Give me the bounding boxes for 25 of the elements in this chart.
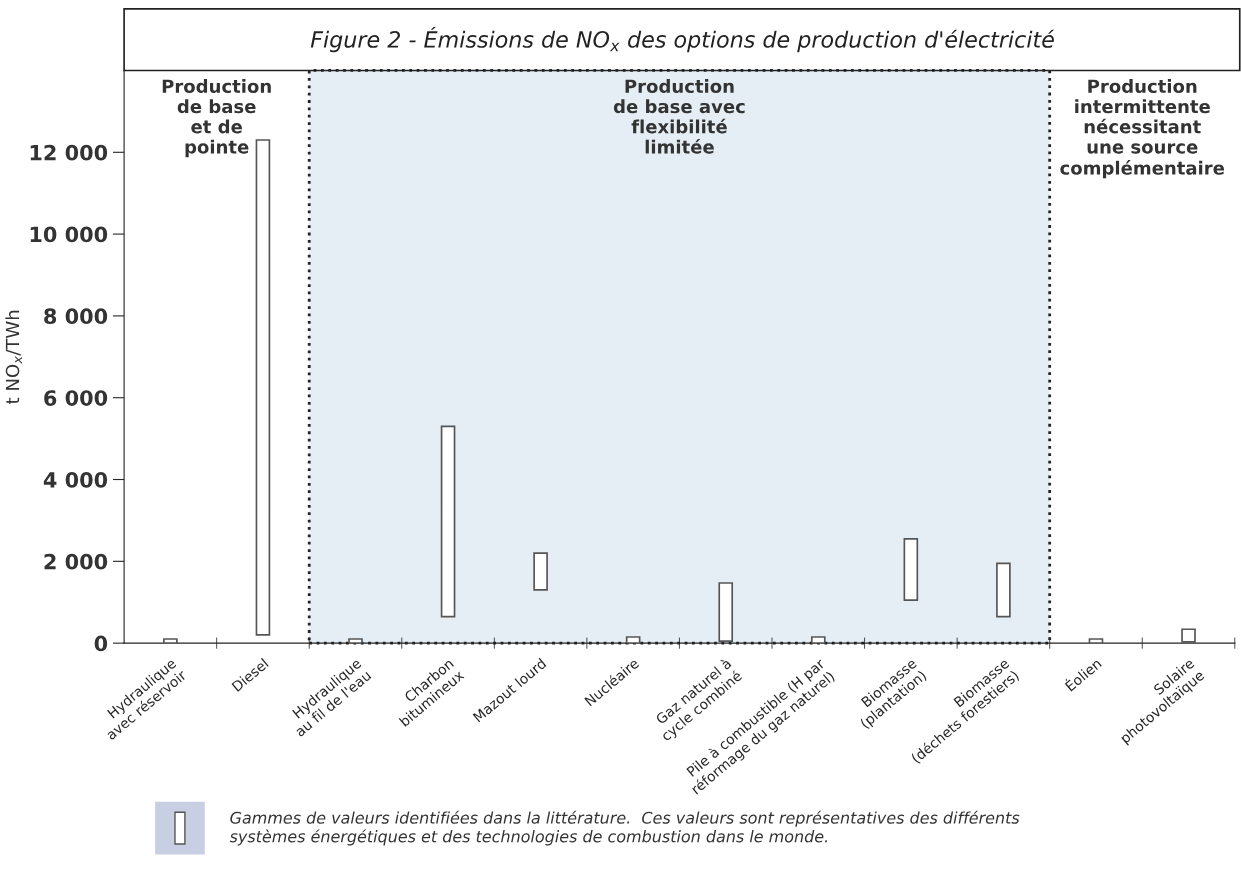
annotation: Production intermittente nécessitant une source complémentaire xyxy=(1060,79,1225,179)
bar xyxy=(533,552,548,591)
bar xyxy=(255,139,271,636)
y-tick-label: 4 000 xyxy=(43,471,108,488)
bar xyxy=(440,425,456,618)
y-tick-label: 8 000 xyxy=(44,308,108,325)
text: Gammes de valeurs identifiées dans la littérature. Ces valeurs sont représentatives des différents systèmes énergétiques et des technologies de combustion dans le monde. xyxy=(229,810,1020,846)
bar xyxy=(1181,628,1196,643)
bar xyxy=(718,582,734,642)
y-tick-label: 10 000 xyxy=(30,226,108,243)
y-axis-title: t NO$_{x}$/TWh xyxy=(5,310,23,404)
bar xyxy=(903,537,919,602)
bar xyxy=(625,636,641,644)
chart-title: Figure 2 - Émissions de NO$_{x}$ des options de production d'électricité xyxy=(310,26,1054,53)
bar xyxy=(348,638,363,644)
bar xyxy=(163,638,178,644)
y-tick-label: 12 000 xyxy=(30,144,108,161)
bar xyxy=(996,562,1011,618)
annotation: Production de base et de pointe xyxy=(162,79,271,158)
bar xyxy=(810,636,826,644)
band-label: Production de base avec flexibilité limitée xyxy=(613,79,745,154)
y-tick-label: 2 000 xyxy=(44,553,108,570)
bar xyxy=(1088,638,1104,644)
y-tick-label: 6 000 xyxy=(44,390,108,406)
y-tick-label: 0 xyxy=(94,635,108,652)
